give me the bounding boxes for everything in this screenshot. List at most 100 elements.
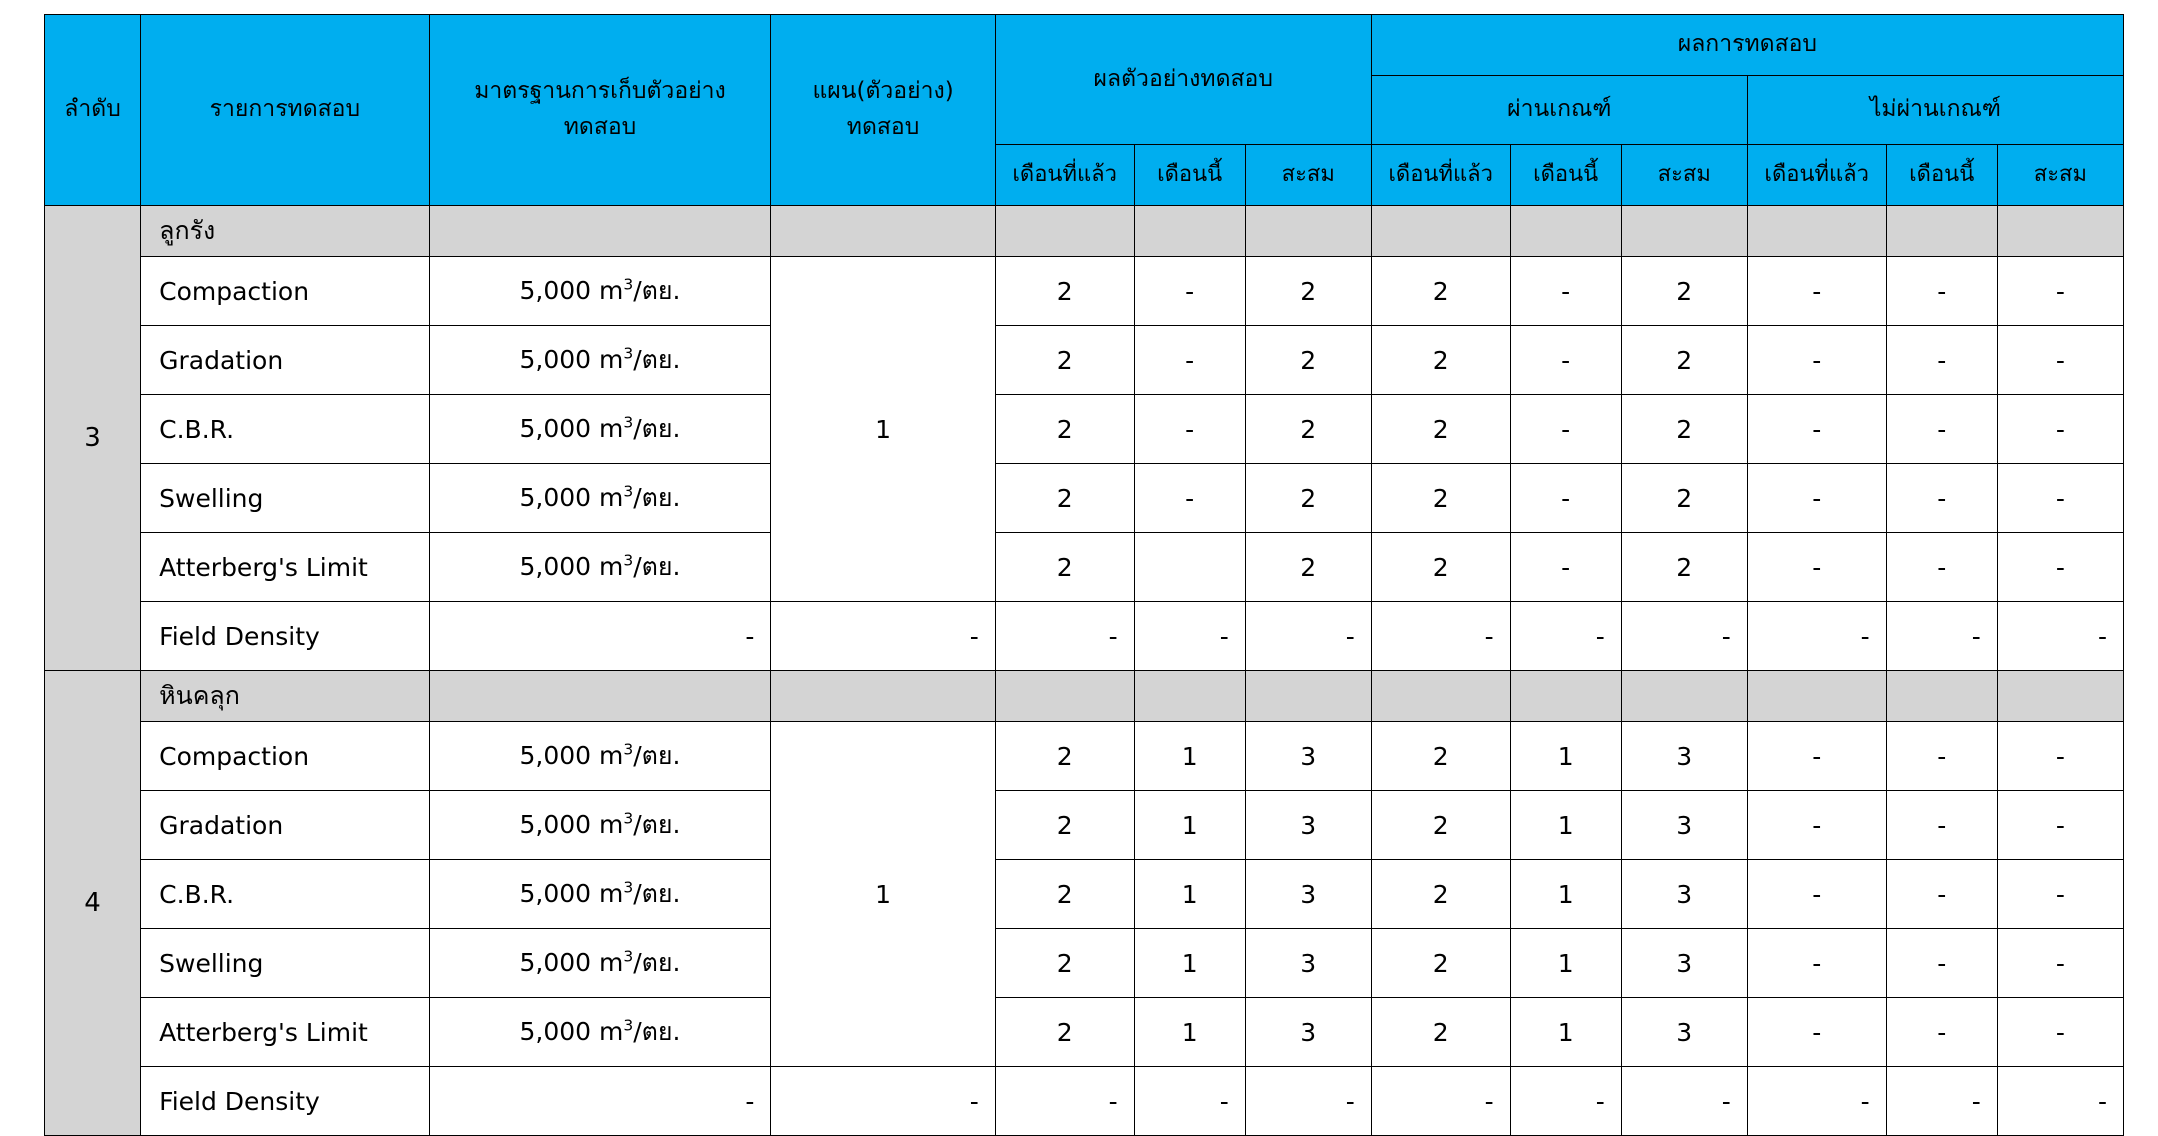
test-report-table: ลำดับ รายการทดสอบ มาตรฐานการเก็บตัวอย่าง…	[43, 13, 2125, 1136]
cell-fail-this-month: -	[1885, 928, 1998, 998]
cell-pass-this-month: 1	[1509, 790, 1622, 860]
cell-sample-cumulative: 2	[1244, 532, 1372, 602]
cell-sample-this-month: 1	[1133, 859, 1246, 929]
cell-pass-cumulative: 3	[1620, 790, 1748, 860]
cell-pass-last-month: 2	[1370, 997, 1511, 1067]
group-header-sample-results: ผลตัวอย่างทดสอบ	[994, 13, 1372, 146]
table-row: Atterberg's Limit 5,000 m3/ตย. 2 1 3 2 1 3- - -	[45, 997, 2125, 1067]
cell-group-spacer	[770, 205, 996, 257]
cell-fail-this-month: -	[1885, 997, 1998, 1067]
cell-pass-this-month: -	[1509, 463, 1622, 533]
cell-pass-this-month: -	[1509, 1066, 1622, 1136]
cell-sample-this-month: -	[1133, 601, 1246, 671]
cell-sample-last-month: 2	[994, 790, 1135, 860]
cell-pass-this-month: -	[1509, 394, 1622, 464]
cell-fail-last-month: -	[1746, 997, 1887, 1067]
table-body: 3 ลูกรัง Compaction 5,000 m3/ตย. 1 2-2 2-2- - - G…	[43, 205, 2125, 1136]
cell-plan: -	[770, 601, 996, 671]
cell-pass-this-month: 1	[1509, 859, 1622, 929]
cell-pass-last-month: 2	[1370, 859, 1511, 929]
cell-fail-last-month: -	[1746, 394, 1887, 464]
cell-pass-last-month: 2	[1370, 532, 1511, 602]
cell-pass-last-month: -	[1370, 1066, 1511, 1136]
cell-sample-cumulative: 2	[1244, 256, 1372, 326]
cell-sample-last-month: -	[994, 1066, 1135, 1136]
cell-pass-last-month: 2	[1370, 394, 1511, 464]
header-row-3: เดือนที่แล้ว เดือนนี้ สะสม เดือนที่แล้ว …	[45, 144, 2125, 206]
cell-fail-this-month: -	[1885, 532, 1998, 602]
cell-plan: -	[770, 1066, 996, 1136]
cell-pass-cumulative: 2	[1620, 256, 1748, 326]
cell-sample-cumulative: 3	[1244, 859, 1372, 929]
cell-sample-this-month: -	[1133, 394, 1246, 464]
cell-pass-this-month: -	[1509, 325, 1622, 395]
table-header: ลำดับ รายการทดสอบ มาตรฐานการเก็บตัวอย่าง…	[43, 13, 2125, 206]
cell-pass-last-month: 2	[1370, 256, 1511, 326]
cell-seq: 3	[43, 205, 142, 671]
cell-pass-cumulative: 2	[1620, 394, 1748, 464]
cell-test-item: Field Density	[140, 601, 430, 671]
cell-pass-this-month: 1	[1509, 928, 1622, 998]
cell-sample-cumulative: 2	[1244, 325, 1372, 395]
table-row: C.B.R. 5,000 m3/ตย. 2-2 2-2- - -	[45, 394, 2125, 464]
cell-group-spacer	[1509, 670, 1622, 722]
column-header-test-item: รายการทดสอบ	[140, 14, 430, 206]
cell-fail-cumulative: -	[1996, 463, 2125, 533]
cell-sample-cumulative: 2	[1244, 463, 1372, 533]
cell-sample-cumulative: 3	[1244, 721, 1372, 791]
cell-fail-last-month: -	[1746, 928, 1887, 998]
cell-sampling-standard: 5,000 m3/ตย.	[428, 859, 772, 929]
cell-sample-this-month: -	[1133, 1066, 1246, 1136]
cell-sample-this-month: -	[1133, 325, 1246, 395]
group-header-row: 3 ลูกรัง	[43, 205, 2125, 671]
cell-group-spacer	[994, 205, 1135, 257]
cell-sample-cumulative: 3	[1244, 928, 1372, 998]
cell-fail-cumulative: -	[1996, 1066, 2125, 1136]
cell-test-item: Gradation	[140, 325, 430, 395]
cell-sampling-standard: -	[428, 1066, 772, 1136]
column-header-sample-this-month: เดือนนี้	[1133, 144, 1246, 206]
cell-fail-last-month: -	[1746, 601, 1887, 671]
superscript-3: 3	[623, 413, 634, 432]
cell-sample-last-month: 2	[994, 532, 1135, 602]
plan-line1: แผน(ตัวอย่าง)	[812, 78, 954, 105]
cell-test-item: Atterberg's Limit	[140, 997, 430, 1067]
cell-pass-last-month: -	[1370, 601, 1511, 671]
cell-sample-cumulative: 2	[1244, 394, 1372, 464]
table-row: Compaction 5,000 m3/ตย. 1 2 1 3 2 1 3- - -	[45, 721, 2125, 1067]
cell-sample-this-month: 1	[1133, 997, 1246, 1067]
cell-pass-last-month: 2	[1370, 928, 1511, 998]
cell-sample-this-month: -	[1133, 463, 1246, 533]
cell-sample-this-month	[1133, 532, 1246, 602]
cell-sampling-standard: 5,000 m3/ตย.	[428, 325, 772, 395]
column-header-fail-last-month: เดือนที่แล้ว	[1746, 144, 1887, 206]
superscript-3: 3	[623, 482, 634, 501]
cell-group-spacer	[1370, 670, 1511, 722]
cell-sample-last-month: 2	[994, 997, 1135, 1067]
superscript-3: 3	[623, 344, 634, 363]
cell-sampling-standard: 5,000 m3/ตย.	[428, 394, 772, 464]
cell-test-item: Compaction	[140, 256, 430, 326]
cell-plan: 1	[770, 721, 996, 1067]
cell-fail-last-month: -	[1746, 1066, 1887, 1136]
cell-test-item: C.B.R.	[140, 394, 430, 464]
cell-test-item: Gradation	[140, 790, 430, 860]
column-header-sample-last-month: เดือนที่แล้ว	[994, 144, 1135, 206]
header-row-2: ผ่านเกณฑ์ ไม่ผ่านเกณฑ์	[45, 74, 2125, 146]
cell-pass-this-month: -	[1509, 532, 1622, 602]
cell-sampling-standard: 5,000 m3/ตย.	[428, 256, 772, 326]
cell-seq: 4	[43, 670, 142, 1136]
cell-fail-cumulative: -	[1996, 721, 2125, 791]
cell-sample-last-month: 2	[994, 325, 1135, 395]
cell-fail-this-month: -	[1885, 394, 1998, 464]
cell-sample-this-month: 1	[1133, 721, 1246, 791]
cell-pass-cumulative: -	[1620, 601, 1748, 671]
cell-sample-last-month: 2	[994, 859, 1135, 929]
column-header-pass-this-month: เดือนนี้	[1509, 144, 1622, 206]
table-row: Compaction 5,000 m3/ตย. 1 2-2 2-2- - -	[45, 256, 2125, 602]
superscript-3: 3	[623, 947, 634, 966]
group-header-fail: ไม่ผ่านเกณฑ์	[1746, 74, 2125, 146]
superscript-3: 3	[623, 1016, 634, 1035]
cell-pass-this-month: 1	[1509, 997, 1622, 1067]
cell-group-spacer	[1244, 205, 1372, 257]
